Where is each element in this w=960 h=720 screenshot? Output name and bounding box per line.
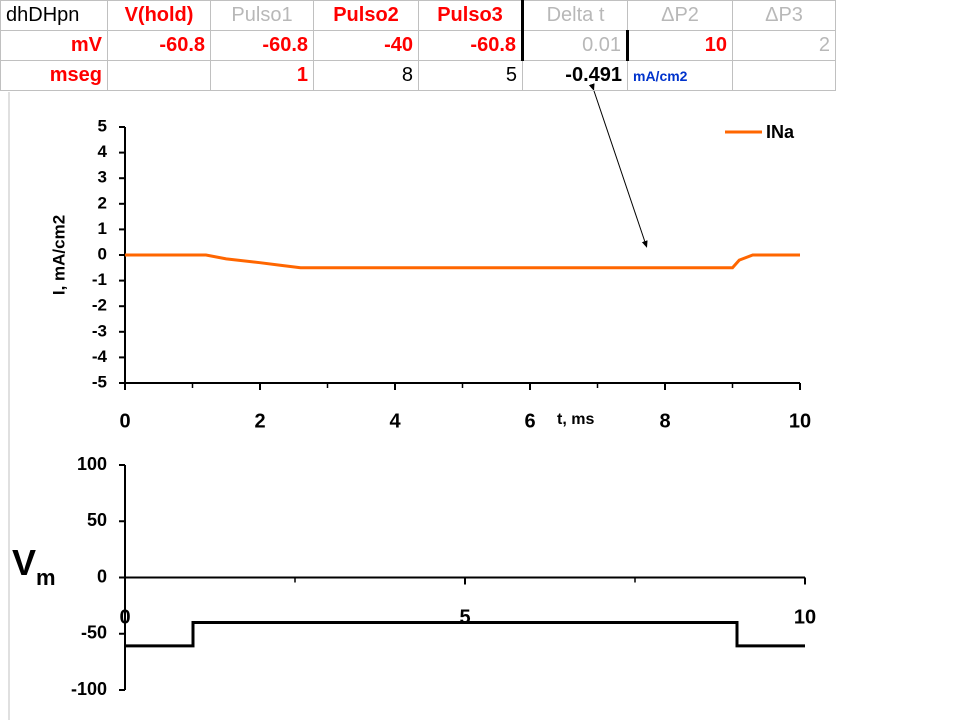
x-tick-label: 10	[789, 410, 811, 432]
x-tick-label: 0	[119, 410, 130, 432]
cell[interactable]: V(hold)	[107, 0, 211, 31]
x-tick-label: 2	[254, 410, 265, 432]
y-tick-label: -4	[92, 347, 108, 366]
y-tick-label: 50	[87, 510, 107, 530]
x-tick-label: 0	[119, 606, 130, 628]
cell[interactable]: -60.8	[418, 30, 524, 61]
cell[interactable]	[107, 60, 211, 91]
cell[interactable]: Pulso1	[210, 0, 314, 31]
y-axis-label: I, mA/cm2	[49, 215, 68, 295]
cell[interactable]: 8	[313, 60, 419, 91]
y-tick-label: 100	[77, 454, 107, 474]
y-tick-label: 5	[98, 116, 107, 135]
cell[interactable]: -40	[313, 30, 419, 61]
x-axis-label: t, ms	[557, 411, 594, 428]
cell[interactable]: 2	[732, 30, 836, 61]
y-tick-label: -1	[92, 270, 107, 289]
y-tick-label: 0	[97, 566, 107, 586]
x-tick-label: 5	[459, 606, 470, 628]
cell[interactable]: -60.8	[107, 30, 211, 61]
cell[interactable]: ΔP3	[732, 0, 836, 31]
y-axis-label: Vm	[12, 542, 56, 590]
x-tick-label: 4	[389, 410, 401, 432]
y-tick-label: 2	[98, 193, 107, 212]
y-tick-label: 1	[98, 219, 107, 238]
cell[interactable]: Pulso2	[313, 0, 419, 31]
cell[interactable]: mA/cm2	[627, 60, 733, 91]
series-line	[125, 621, 805, 648]
series-line	[125, 253, 800, 270]
y-tick-label: -100	[71, 679, 107, 699]
legend-label: INa	[766, 122, 795, 142]
cell[interactable]: -0.491	[522, 60, 628, 91]
cell[interactable]: 10	[627, 30, 733, 61]
y-tick-label: -5	[92, 372, 107, 391]
y-axis-label-main: V	[12, 542, 36, 583]
y-axis-label-sub: m	[36, 565, 56, 590]
cell[interactable]: dhDHpn	[0, 0, 108, 31]
cell[interactable]: mV	[0, 30, 108, 61]
x-tick-label: 8	[659, 410, 670, 432]
cell[interactable]: ΔP2	[627, 0, 733, 31]
cell[interactable]: Pulso3	[418, 0, 524, 31]
y-tick-label: 4	[98, 142, 108, 161]
y-tick-label: 3	[98, 168, 107, 187]
y-tick-label: -2	[92, 296, 107, 315]
y-tick-label: 0	[98, 244, 107, 263]
cell[interactable]: mseg	[0, 60, 108, 91]
annotation-arrow	[588, 83, 648, 248]
y-tick-label: -3	[92, 321, 107, 340]
x-tick-label: 6	[524, 410, 535, 432]
x-tick-label: 10	[794, 606, 816, 628]
cell[interactable]: 1	[210, 60, 314, 91]
spreadsheet: dhDHpn V(hold) Pulso1 Pulso2 Pulso3 Delt…	[0, 0, 836, 91]
cell[interactable]	[732, 60, 836, 91]
cell[interactable]: 0.01	[522, 30, 629, 61]
cell[interactable]: 5	[418, 60, 523, 91]
y-tick-label: -50	[81, 623, 107, 643]
cell[interactable]: Delta t	[522, 0, 628, 31]
cell[interactable]: -60.8	[210, 30, 314, 61]
